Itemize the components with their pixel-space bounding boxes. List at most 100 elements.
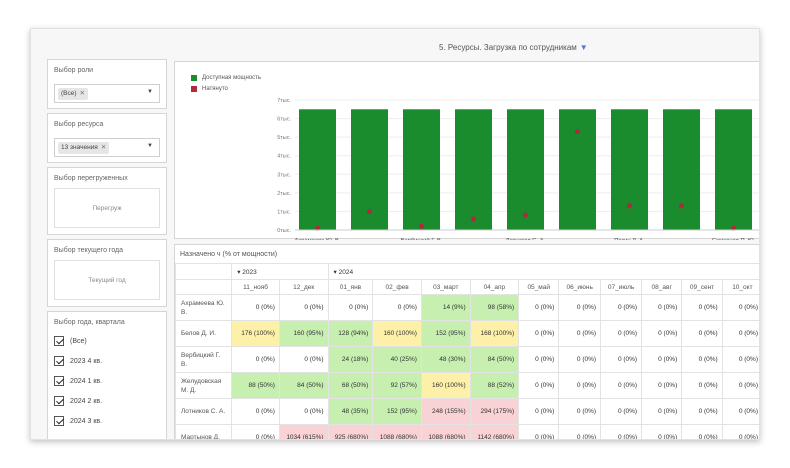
- table-cell[interactable]: 0 (0%): [600, 372, 643, 399]
- current-year-slicer[interactable]: Текущий год: [54, 260, 160, 300]
- month-header[interactable]: 08_авг: [641, 279, 683, 295]
- month-header[interactable]: 12_дек: [278, 279, 329, 295]
- table-cell[interactable]: 88 (50%): [231, 372, 280, 399]
- table-cell[interactable]: 0 (0%): [721, 346, 759, 373]
- table-cell[interactable]: 0 (0%): [600, 398, 643, 425]
- resource-select[interactable]: 13 значения ✕ ▼: [54, 138, 160, 157]
- table-cell[interactable]: 0 (0%): [558, 424, 602, 439]
- table-cell[interactable]: 0 (0%): [327, 294, 374, 321]
- table-cell[interactable]: 24 (18%): [327, 346, 374, 373]
- table-cell[interactable]: 0 (0%): [681, 372, 723, 399]
- table-cell[interactable]: 0 (0%): [641, 398, 683, 425]
- table-cell[interactable]: 160 (95%): [278, 320, 329, 347]
- checkbox-checked-icon[interactable]: [54, 376, 64, 386]
- table-cell[interactable]: 0 (0%): [721, 424, 759, 439]
- table-cell[interactable]: 0 (0%): [641, 294, 683, 321]
- table-cell[interactable]: 0 (0%): [721, 398, 759, 425]
- month-header[interactable]: 04_апр: [469, 279, 520, 295]
- table-cell[interactable]: 0 (0%): [641, 372, 683, 399]
- chevron-down-icon[interactable]: ▼: [147, 143, 153, 149]
- table-cell[interactable]: 0 (0%): [681, 424, 723, 439]
- table-cell[interactable]: 925 (680%): [327, 424, 374, 439]
- table-cell[interactable]: 88 (52%): [469, 372, 520, 399]
- resource-selected-tag[interactable]: 13 значения ✕: [58, 142, 110, 154]
- legend-item-capacity[interactable]: Доступная мощность: [191, 72, 261, 83]
- table-cell[interactable]: 0 (0%): [372, 294, 422, 321]
- employee-name[interactable]: Лотников С. А.: [174, 398, 233, 425]
- year-header-2023[interactable]: ▾ 2023: [231, 263, 329, 280]
- table-cell[interactable]: 0 (0%): [558, 320, 602, 347]
- table-cell[interactable]: 0 (0%): [558, 346, 602, 373]
- month-header[interactable]: 07_июль: [600, 279, 643, 295]
- table-cell[interactable]: 1088 (680%): [420, 424, 471, 439]
- table-cell[interactable]: 0 (0%): [518, 424, 560, 439]
- table-cell[interactable]: 176 (100%): [231, 320, 280, 347]
- employee-name[interactable]: Ахрамеева Ю. В.: [174, 294, 233, 321]
- month-header[interactable]: 09_сент: [681, 279, 723, 295]
- table-cell[interactable]: 0 (0%): [600, 424, 643, 439]
- remove-tag-icon[interactable]: ✕: [79, 90, 85, 97]
- table-cell[interactable]: 0 (0%): [681, 320, 723, 347]
- table-cell[interactable]: 0 (0%): [231, 398, 280, 425]
- table-cell[interactable]: 40 (25%): [372, 346, 422, 373]
- table-cell[interactable]: 0 (0%): [558, 398, 602, 425]
- role-select[interactable]: (Все) ✕ ▼: [54, 84, 160, 103]
- table-cell[interactable]: 248 (155%): [420, 398, 471, 425]
- chevron-down-icon[interactable]: ▼: [147, 89, 153, 95]
- checkbox-checked-icon[interactable]: [54, 416, 64, 426]
- table-cell[interactable]: 1088 (680%): [372, 424, 422, 439]
- employee-name[interactable]: Белов Д. И.: [174, 320, 233, 347]
- filter-icon[interactable]: ▼: [579, 43, 588, 52]
- table-cell[interactable]: 0 (0%): [641, 320, 683, 347]
- overloaded-slicer[interactable]: Перегруж: [54, 188, 160, 228]
- legend-item-load[interactable]: Натянуто: [191, 83, 261, 94]
- table-cell[interactable]: 0 (0%): [518, 294, 560, 321]
- employee-name[interactable]: Мартынов Д.: [174, 424, 233, 439]
- table-cell[interactable]: 160 (100%): [372, 320, 422, 347]
- month-header[interactable]: 01_янв: [327, 279, 374, 295]
- month-header[interactable]: 10_окт: [721, 279, 759, 295]
- table-cell[interactable]: 0 (0%): [231, 424, 280, 439]
- table-cell[interactable]: 152 (95%): [372, 398, 422, 425]
- period-option-2024-q1[interactable]: 2024 1 кв.: [54, 373, 102, 389]
- table-cell[interactable]: 1142 (680%): [469, 424, 520, 439]
- table-cell[interactable]: 0 (0%): [600, 294, 643, 321]
- table-cell[interactable]: 84 (50%): [278, 372, 329, 399]
- table-cell[interactable]: 0 (0%): [600, 320, 643, 347]
- year-header-2024[interactable]: ▾ 2024: [327, 263, 759, 280]
- table-cell[interactable]: 0 (0%): [641, 424, 683, 439]
- table-cell[interactable]: 0 (0%): [518, 372, 560, 399]
- employee-name[interactable]: Вербицкий Г. В.: [174, 346, 233, 373]
- table-cell[interactable]: 0 (0%): [681, 398, 723, 425]
- table-cell[interactable]: 92 (57%): [372, 372, 422, 399]
- role-selected-tag[interactable]: (Все) ✕: [58, 88, 88, 100]
- table-cell[interactable]: 0 (0%): [231, 294, 280, 321]
- table-cell[interactable]: 294 (175%): [469, 398, 520, 425]
- table-cell[interactable]: 0 (0%): [518, 346, 560, 373]
- remove-tag-icon[interactable]: ✕: [100, 144, 107, 151]
- month-header[interactable]: 06_июнь: [558, 279, 602, 295]
- table-cell[interactable]: 1034 (615%): [278, 424, 329, 439]
- month-header[interactable]: 02_фев: [372, 279, 422, 295]
- table-cell[interactable]: 168 (100%): [469, 320, 520, 347]
- table-cell[interactable]: 0 (0%): [518, 320, 560, 347]
- period-option-2024-q2[interactable]: 2024 2 кв.: [54, 393, 102, 409]
- table-cell[interactable]: 152 (95%): [420, 320, 471, 347]
- checkbox-checked-icon[interactable]: [54, 336, 64, 346]
- table-cell[interactable]: 14 (9%): [420, 294, 471, 321]
- table-cell[interactable]: 68 (50%): [327, 372, 374, 399]
- table-cell[interactable]: 0 (0%): [681, 346, 723, 373]
- table-cell[interactable]: 84 (50%): [469, 346, 520, 373]
- table-cell[interactable]: 0 (0%): [518, 398, 560, 425]
- table-cell[interactable]: 0 (0%): [641, 346, 683, 373]
- checkbox-checked-icon[interactable]: [54, 396, 64, 406]
- table-cell[interactable]: 0 (0%): [721, 320, 759, 347]
- table-cell[interactable]: 98 (58%): [469, 294, 520, 321]
- period-option-2024-q3[interactable]: 2024 3 кв.: [54, 413, 102, 429]
- employee-name[interactable]: Желудовская М. Д.: [174, 372, 233, 399]
- period-option-2023-q4[interactable]: 2023 4 кв.: [54, 353, 102, 369]
- month-header[interactable]: 11_нояб: [231, 279, 280, 295]
- period-option-all[interactable]: (Все): [54, 333, 87, 349]
- table-cell[interactable]: 0 (0%): [721, 372, 759, 399]
- table-cell[interactable]: 48 (30%): [420, 346, 471, 373]
